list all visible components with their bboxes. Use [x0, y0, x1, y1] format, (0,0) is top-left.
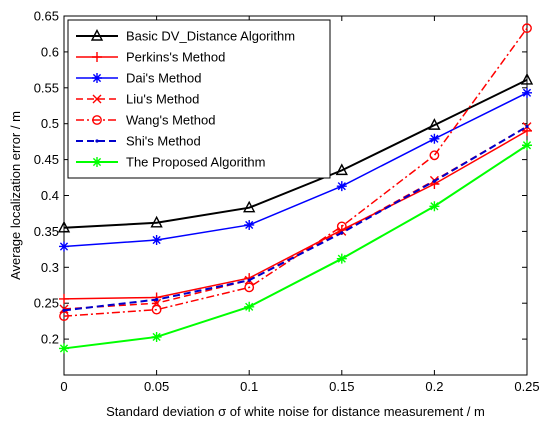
data-point — [336, 221, 347, 232]
data-point — [244, 219, 255, 230]
legend-entry: Basic DV_Distance Algorithm — [76, 29, 295, 44]
data-point — [522, 23, 532, 34]
data-point — [59, 293, 69, 304]
data-point — [522, 87, 532, 98]
data-point — [59, 343, 69, 354]
x-tick-label: 0 — [60, 379, 67, 394]
data-point — [57, 220, 71, 233]
legend-entry: Wang's Method — [76, 113, 215, 128]
data-point — [92, 94, 102, 104]
data-point — [522, 140, 532, 151]
legend-label: Perkins's Method — [126, 50, 225, 65]
data-point — [429, 201, 440, 212]
data-point — [244, 301, 255, 312]
data-point — [92, 115, 102, 125]
data-point — [335, 163, 348, 176]
series-2 — [59, 87, 532, 252]
data-point — [429, 150, 440, 161]
series-line — [63, 79, 528, 229]
data-point — [90, 28, 104, 41]
series-group — [57, 23, 534, 354]
legend-label: Wang's Method — [126, 113, 215, 128]
series-0 — [57, 72, 534, 233]
data-point — [92, 73, 102, 83]
x-tick-label: 0.25 — [514, 379, 539, 394]
legend-entry: Liu's Method — [76, 92, 199, 107]
y-tick-label: 0.45 — [34, 152, 59, 167]
x-tick-label: 0.15 — [329, 379, 354, 394]
data-point — [62, 308, 66, 312]
data-point — [59, 241, 69, 252]
legend-label: Liu's Method — [126, 92, 199, 107]
y-tick-label: 0.6 — [41, 44, 59, 59]
series-6 — [59, 140, 532, 354]
data-point — [247, 278, 251, 282]
legend-entry: Dai's Method — [76, 71, 201, 86]
series-line — [63, 125, 528, 312]
data-point — [340, 231, 344, 235]
data-point — [151, 304, 162, 315]
axis-ticks: 0 0.05 0.1 0.15 0.2 0.25 0.2 0.25 0.3 0.35 0.4 0.45… — [34, 9, 540, 395]
series-line — [63, 125, 528, 310]
y-tick-label: 0.2 — [41, 332, 59, 347]
legend-entry: Shi's Method — [76, 134, 201, 149]
data-point — [336, 253, 347, 264]
data-point — [336, 181, 347, 192]
series-5 — [62, 124, 529, 312]
series-line — [63, 144, 528, 350]
x-tick-label: 0.1 — [240, 379, 258, 394]
y-axis-label: Average localization error / m — [8, 111, 23, 280]
legend-label: Basic DV_Distance Algorithm — [126, 29, 295, 44]
data-point — [92, 52, 102, 62]
legend-label: Dai's Method — [126, 71, 201, 86]
data-point — [150, 215, 163, 228]
x-tick-label: 0.2 — [425, 379, 443, 394]
y-tick-label: 0.25 — [34, 296, 59, 311]
series-line — [63, 92, 528, 248]
data-point — [429, 133, 440, 144]
data-point — [520, 72, 534, 85]
legend-label: Shi's Method — [126, 134, 201, 149]
data-point — [92, 157, 102, 167]
series-line — [63, 27, 528, 317]
x-tick-label: 0.05 — [144, 379, 169, 394]
legend-entry: The Proposed Algorithm — [76, 155, 265, 170]
data-point — [155, 298, 159, 302]
data-point — [243, 200, 256, 213]
data-point — [428, 118, 441, 130]
legend-label: The Proposed Algorithm — [126, 155, 265, 170]
y-tick-label: 0.65 — [34, 9, 59, 24]
data-point — [244, 282, 255, 293]
data-point — [95, 139, 99, 143]
data-point — [525, 124, 529, 129]
y-tick-label: 0.35 — [34, 224, 59, 239]
series-line — [63, 130, 528, 300]
y-tick-label: 0.55 — [34, 80, 59, 95]
y-tick-label: 0.4 — [41, 188, 59, 203]
data-point — [432, 179, 436, 183]
data-point — [151, 331, 162, 342]
legend: Basic DV_Distance Algorithm Perkins's Met… — [67, 19, 331, 179]
legend-entry: Perkins's Method — [76, 50, 225, 65]
y-tick-label: 0.5 — [41, 116, 59, 131]
data-point — [151, 235, 162, 246]
x-axis-label: Standard deviation σ of white noise for … — [106, 404, 485, 419]
y-tick-label: 0.3 — [41, 260, 59, 275]
